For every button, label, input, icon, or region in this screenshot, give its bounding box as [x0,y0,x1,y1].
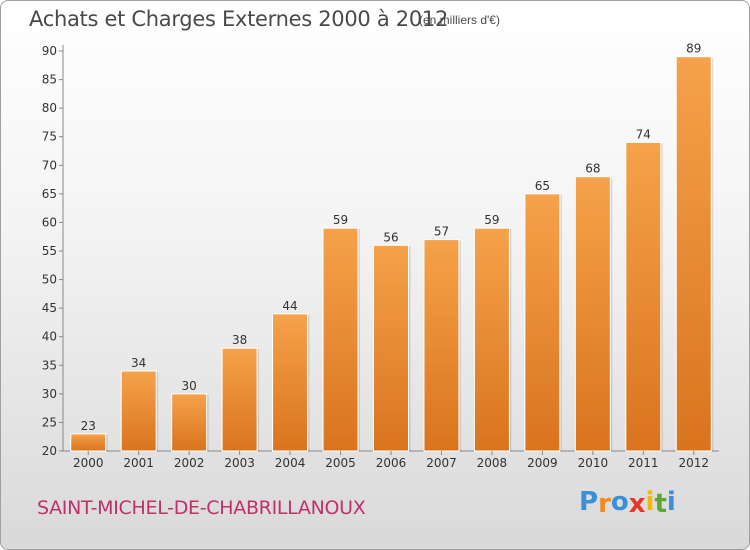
chart-title: Achats et Charges Externes 2000 à 2012 [29,7,449,31]
x-tick-label-2012: 2012 [678,456,709,470]
x-tick-label-2009: 2009 [527,456,558,470]
proxiti-logo: Proxiti [579,487,676,519]
y-tick-label: 50 [42,273,57,287]
y-tick-label: 60 [42,215,57,229]
x-tick-label-2010: 2010 [578,456,609,470]
x-tick-label-2007: 2007 [426,456,457,470]
bar-2000 [70,433,107,452]
x-tick-label-2001: 2001 [123,456,154,470]
bar-2006 [373,244,409,452]
bar-2002 [171,393,208,452]
value-label-2002: 30 [182,379,197,393]
place-name: SAINT-MICHEL-DE-CHABRILLANOUX [37,497,366,519]
value-label-2004: 44 [282,299,297,313]
y-tick-label: 90 [42,44,57,58]
y-tick-label: 65 [42,187,57,201]
logo-letter: o [610,487,629,517]
logo-letter: x [628,489,646,519]
chart-unit-note: (en milliers d'€) [419,13,500,27]
y-tick-label: 55 [42,244,57,258]
x-tick-label-2003: 2003 [224,456,255,470]
value-label-2010: 68 [585,162,600,176]
x-tick-label-2000: 2000 [73,456,104,470]
bar-2010 [574,176,611,452]
logo-letter: t [654,489,667,519]
bar-2003 [221,347,258,452]
value-label-2001: 34 [131,356,146,370]
value-label-2011: 74 [636,127,651,141]
bar-2009 [524,193,561,452]
x-tick-label-2011: 2011 [628,456,659,470]
x-tick-label-2005: 2005 [325,456,356,470]
y-tick-label: 30 [42,387,57,401]
y-tick-label: 75 [42,130,57,144]
logo-letter: i [666,487,676,517]
x-tick-label-2004: 2004 [275,456,306,470]
y-tick-label: 25 [42,415,57,429]
value-label-2005: 59 [333,213,348,227]
value-label-2003: 38 [232,333,247,347]
bar-2007 [423,239,460,452]
x-tick-label-2002: 2002 [174,456,205,470]
x-tick-label-2008: 2008 [477,456,508,470]
y-tick-label: 80 [42,101,57,115]
value-label-2007: 57 [434,225,449,239]
bar-2005 [322,227,359,452]
y-tick-label: 70 [42,158,57,172]
bar-2001 [120,370,157,452]
logo-letter: r [598,489,611,519]
x-tick-label-2006: 2006 [376,456,407,470]
value-label-2012: 89 [686,42,701,56]
y-tick-label: 35 [42,358,57,372]
y-tick-label: 45 [42,301,57,315]
y-tick-label: 20 [42,444,57,458]
value-label-2008: 59 [484,213,499,227]
value-label-2000: 23 [81,419,96,433]
bar-2004 [272,313,309,452]
value-label-2006: 56 [383,230,398,244]
logo-letter: P [579,487,599,517]
value-label-2009: 65 [535,179,550,193]
bar-2008 [473,227,510,452]
y-tick-label: 85 [42,73,57,87]
bar-2012 [675,56,712,452]
bar-2011 [625,141,662,452]
logo-letter: i [645,487,655,517]
y-tick-label: 40 [42,330,57,344]
